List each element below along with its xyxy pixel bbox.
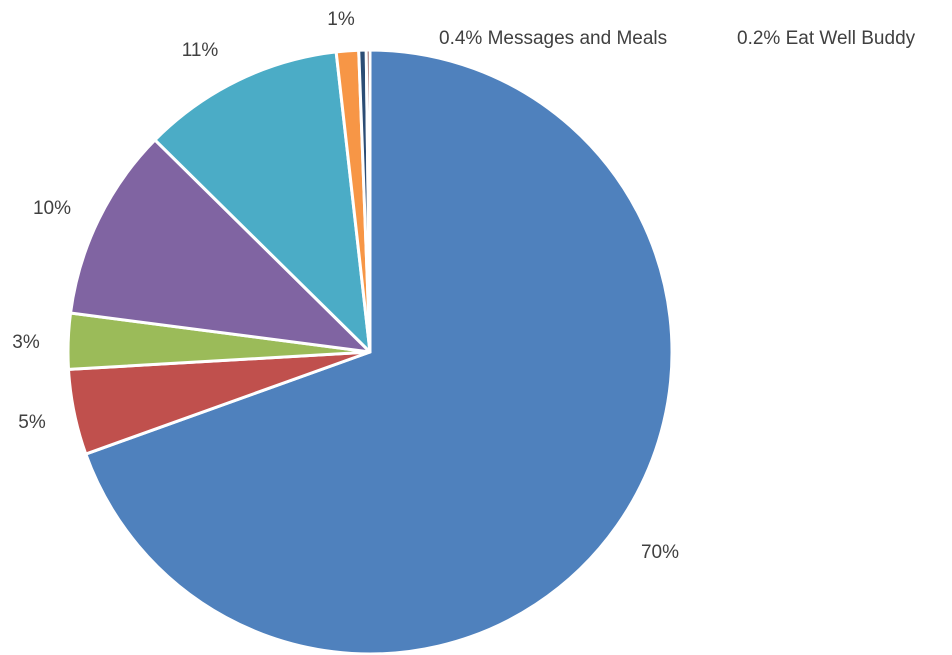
data-label-slice-5: 11% (182, 40, 219, 61)
pie-data-labels: 70% 5% 3% 10% 11% 1% 0.4% Messages and Meals 0.… (12, 9, 915, 563)
pie-slice-1 (84, 48, 674, 655)
data-label-slice-1: 70% (641, 542, 679, 563)
data-label-slice-2: 5% (18, 412, 46, 433)
pie-slice-8 (364, 48, 372, 354)
data-label-slice-6: 1% (327, 9, 355, 30)
data-label-slice-4: 10% (33, 198, 71, 219)
pie-slice-5 (153, 50, 372, 354)
data-label-slice-7: 0.4% Messages and Meals (439, 28, 667, 49)
data-label-slice-8: 0.2% Eat Well Buddy (737, 28, 916, 49)
pie-slice-4 (69, 138, 372, 354)
pie-slices (66, 48, 674, 655)
data-label-slice-3: 3% (12, 332, 40, 353)
